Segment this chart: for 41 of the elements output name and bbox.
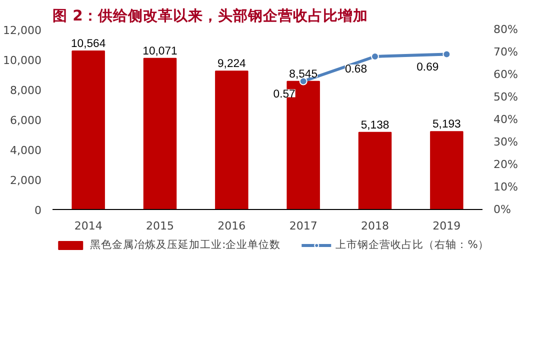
bar [215, 70, 248, 210]
x-tick-label: 2019 [432, 220, 461, 232]
y2-tick-label: 0% [494, 203, 511, 216]
data-label: 9,224 [217, 58, 246, 70]
y2-tick-label: 40% [494, 113, 518, 126]
y-tick-label: 12,000 [3, 24, 42, 37]
x-tick-label: 2018 [361, 220, 390, 232]
y-tick-label: 10,000 [3, 54, 42, 67]
data-label: 5,138 [360, 119, 390, 132]
data-label: 5,193 [432, 118, 461, 131]
x-tick-label: 2016 [218, 220, 246, 232]
y-tick-label: 2,000 [10, 174, 42, 187]
y-tick-label: 8,000 [10, 84, 42, 97]
data-label: 0.68 [344, 64, 368, 76]
x-tick-label: 2017 [289, 220, 318, 232]
legend-label: 黑色金属冶炼及压延加工业:企业单位数 [90, 238, 281, 252]
data-label: 0.57 [273, 88, 296, 100]
data-label: 8,545 [289, 68, 318, 80]
point [442, 50, 451, 58]
y-tick-label: 0 [34, 204, 42, 217]
chart-title: 图 2：供给侧改革以来，头部钢企营收占比增加 [52, 6, 368, 24]
bar [430, 131, 464, 210]
y2-tick-label: 30% [494, 136, 518, 148]
data-label: 0.69 [416, 61, 439, 74]
bar [143, 58, 177, 210]
data-label: 10,071 [142, 45, 178, 58]
y-tick-label: 4,000 [10, 144, 42, 157]
y2-tick-label: 70% [494, 46, 518, 58]
y2-tick-label: 80% [494, 23, 518, 36]
y2-tick-label: 10% [494, 180, 518, 194]
data-label: 10,564 [71, 38, 106, 50]
y2-tick-label: 50% [494, 90, 518, 104]
y2-tick-label: 20% [494, 158, 518, 171]
bar [72, 50, 105, 210]
x-tick-label: 2015 [146, 220, 174, 232]
bar [358, 132, 392, 210]
y-tick-label: 6,000 [10, 114, 42, 127]
x-tick-label: 2014 [74, 220, 102, 232]
point [371, 52, 379, 60]
legend-label: 上市钢企营收占比（右轴：%） [336, 238, 489, 252]
y2-tick-label: 60% [494, 68, 518, 81]
